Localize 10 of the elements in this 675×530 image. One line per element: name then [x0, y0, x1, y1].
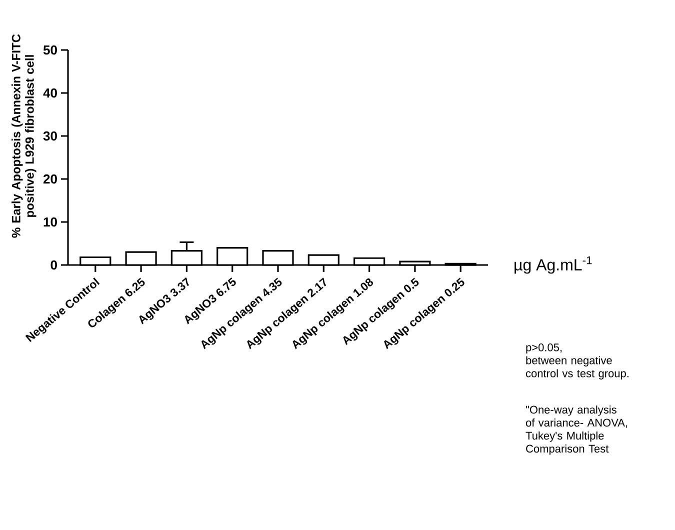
x-axis-title: µg Ag.mL$^{-1}$: [514, 256, 592, 274]
y-tick-label: 30: [43, 131, 57, 141]
y-tick-label: 20: [43, 174, 57, 184]
y-axis-title: % Early Apoptosis (Annexin V-FITC positive) L929 fibroblast cell: [12, 34, 36, 238]
text: "One-way analysis of variance- ANOVA, Tukey's Multiple Comparison Test: [526, 406, 628, 455]
y-tick-label: 40: [43, 88, 57, 98]
y-tick-label: 0: [50, 260, 57, 270]
y-tick-label: 10: [44, 217, 57, 227]
text: p>0.05, between negative control vs test group.: [526, 344, 628, 380]
y-tick-label: 50: [43, 45, 57, 55]
